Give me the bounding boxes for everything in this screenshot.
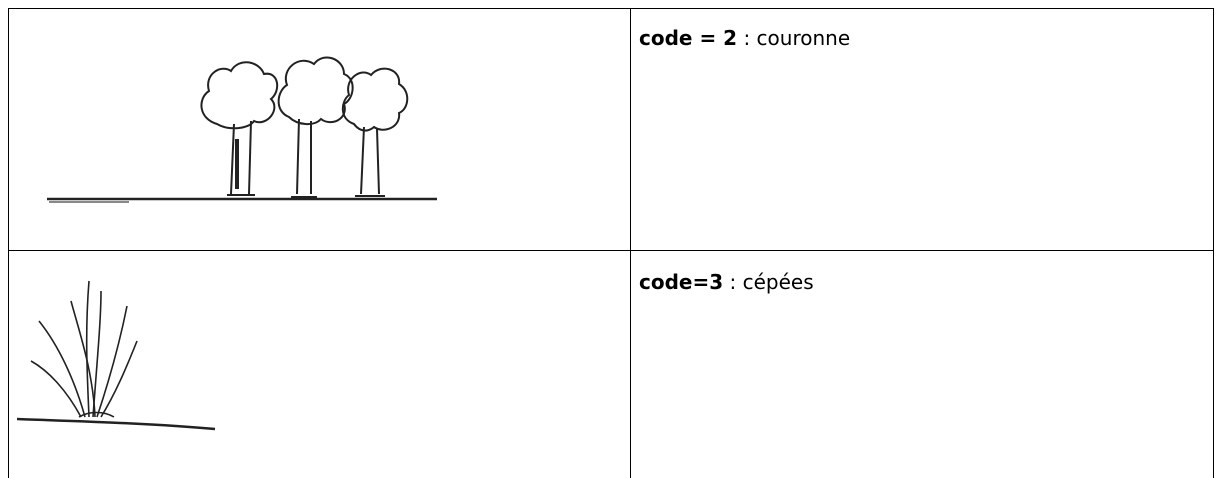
- row-text: code = 2 : couronne: [639, 26, 850, 50]
- trees-illustration: [47, 56, 437, 203]
- table-border: [8, 8, 9, 478]
- code-label: code=3: [639, 270, 724, 294]
- description: : couronne: [743, 26, 851, 50]
- code-label: code = 2: [639, 26, 738, 50]
- table-border: [8, 250, 1214, 251]
- row-text: code=3 : cépées: [639, 270, 814, 294]
- table-border: [8, 8, 1214, 9]
- shrub-illustration: [16, 280, 216, 431]
- table-border: [630, 8, 631, 478]
- table: code = 2 : couronne code=3 : cépées: [8, 8, 1214, 478]
- table-border: [1213, 8, 1214, 478]
- description: : cépées: [729, 270, 814, 294]
